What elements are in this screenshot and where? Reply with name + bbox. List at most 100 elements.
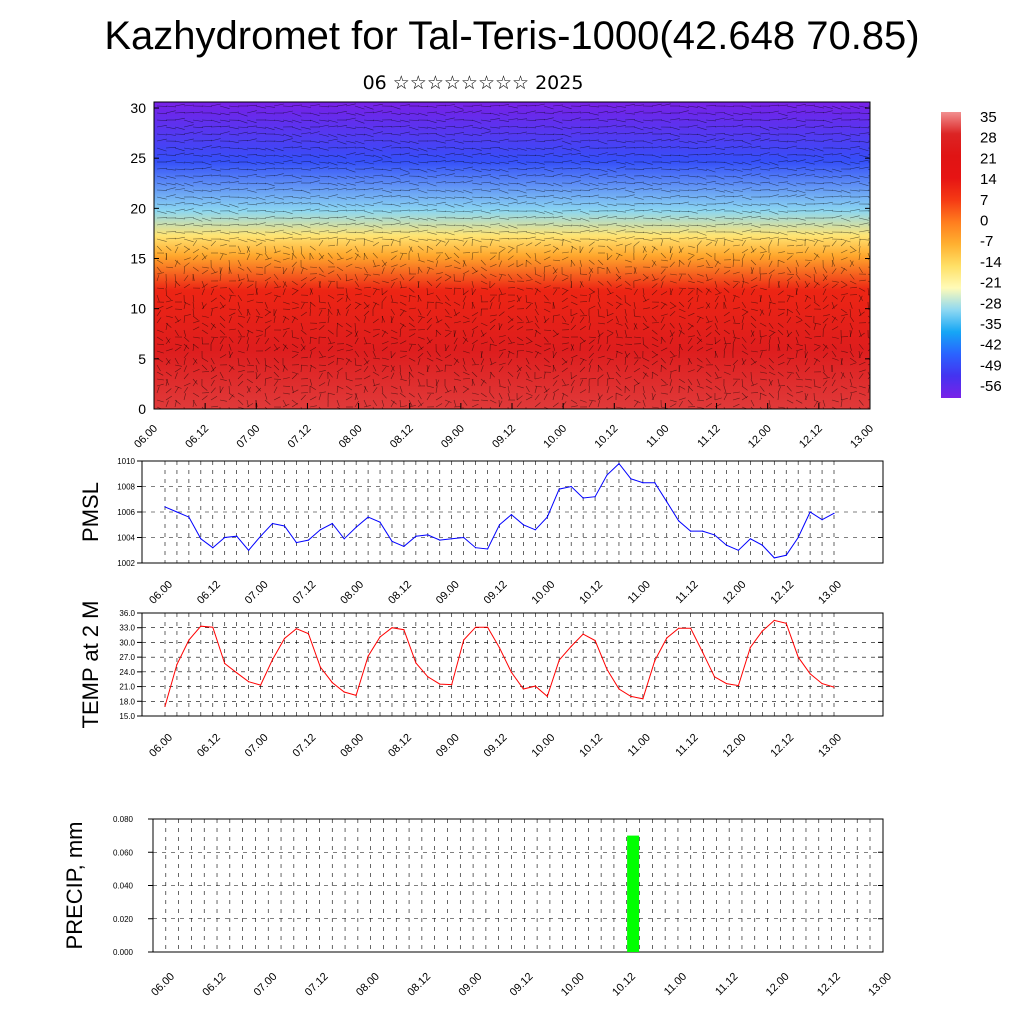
wind-vector [642,343,649,349]
wind-vector [237,259,242,267]
wind-vector [750,315,757,322]
wind-vector [480,210,491,214]
wind-vector [696,366,702,373]
x-tick-label: 06.00 [147,732,175,760]
wind-vector [174,367,181,373]
wind-vector [408,357,416,362]
wind-vector [156,138,167,142]
wind-vector [444,252,450,259]
data-point [702,651,704,653]
wind-vector [165,359,171,366]
wind-vector [336,154,347,159]
wind-vector [336,322,343,328]
wind-vector [678,210,690,213]
wind-vector [795,320,803,324]
wind-vector [822,153,833,156]
wind-vector [588,291,596,296]
wind-vector [228,394,234,401]
wind-vector [804,406,809,409]
wind-vector [534,385,542,388]
wind-vector [165,388,172,394]
wind-vector [363,187,374,191]
wind-vector [444,139,455,142]
wind-vector [570,354,578,359]
wind-vector [624,203,635,207]
wind-vector [399,209,410,212]
wind-vector [615,343,623,346]
wind-vector [642,364,650,369]
wind-vector [615,329,619,337]
wind-vector [525,231,536,235]
wind-vector [210,387,216,394]
wind-vector [354,222,365,226]
y-tick-label: 0.000 [113,948,134,957]
wind-vector [228,105,239,108]
wind-vector [363,147,374,152]
data-point [558,488,560,490]
wind-vector [462,329,467,337]
temp-panel: 15.018.021.024.027.030.033.036.006.00 06.… [78,601,884,760]
wind-vector [840,308,847,314]
wind-vector [372,181,383,184]
wind-vector [327,252,333,259]
wind-vector [579,104,590,107]
wind-vector [714,295,719,303]
wind-vector [651,126,662,131]
wind-vector [273,161,284,164]
wind-vector [687,255,694,261]
wind-vector [354,400,359,408]
wind-vector [588,126,599,129]
wind-vector [426,393,431,401]
wind-vector [309,288,313,296]
wind-vector [498,366,504,373]
wind-vector [363,252,365,261]
data-point [498,647,501,649]
wind-vector [183,182,194,187]
wind-vector [174,400,177,408]
wind-vector [426,309,432,317]
wind-vector [615,166,626,170]
data-point [475,547,477,549]
wind-vector [462,154,473,158]
wind-vector [399,222,410,226]
wind-vector [615,119,626,123]
wind-vector [840,336,842,345]
wind-vector [642,187,653,191]
wind-vector [525,385,530,393]
wind-vector [282,344,287,352]
wind-vector [633,238,645,240]
wind-vector [732,145,743,149]
wind-vector [633,146,645,149]
wind-vector [435,370,443,373]
wind-vector [453,153,464,156]
wind-vector [489,105,501,107]
wind-vector [579,340,587,345]
wind-vector [408,210,420,212]
wind-vector [435,189,446,193]
wind-vector [651,406,659,409]
wind-vector [831,252,835,260]
colorbar-label: 35 [980,109,997,126]
wind-vector [696,209,707,212]
wind-vector [327,216,339,219]
wind-vector [219,203,230,207]
wind-vector [228,350,232,358]
wind-vector [300,356,308,359]
wind-vector [525,364,532,370]
wind-vector [579,173,590,177]
wind-vector [759,168,770,171]
wind-vector [300,364,302,373]
wind-vector [426,287,428,296]
wind-vector [777,353,785,359]
wind-vector [813,159,824,163]
wind-vector [570,399,578,404]
wind-vector [201,210,213,212]
data-point [451,684,453,686]
wind-vector [732,403,740,408]
data-point [654,660,656,662]
wind-vector [705,301,711,308]
wind-vector [489,126,500,129]
wind-vector [534,315,539,323]
wind-vector [678,301,685,308]
wind-vector [570,153,581,156]
